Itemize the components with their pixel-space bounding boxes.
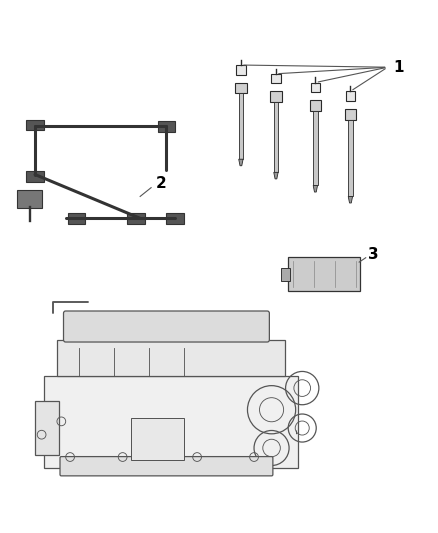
FancyBboxPatch shape: [311, 83, 320, 92]
FancyBboxPatch shape: [57, 340, 285, 376]
FancyBboxPatch shape: [236, 65, 246, 75]
FancyBboxPatch shape: [60, 457, 273, 476]
FancyBboxPatch shape: [44, 376, 298, 468]
FancyBboxPatch shape: [131, 418, 184, 459]
FancyBboxPatch shape: [127, 213, 145, 223]
Text: 3: 3: [368, 247, 378, 262]
Polygon shape: [348, 197, 353, 203]
FancyBboxPatch shape: [17, 190, 42, 208]
FancyBboxPatch shape: [270, 91, 282, 102]
FancyBboxPatch shape: [158, 121, 175, 132]
Text: 2: 2: [155, 176, 166, 191]
Bar: [348, 120, 353, 197]
FancyBboxPatch shape: [346, 91, 355, 101]
FancyBboxPatch shape: [271, 74, 281, 84]
FancyBboxPatch shape: [345, 109, 356, 120]
FancyBboxPatch shape: [64, 311, 269, 342]
FancyBboxPatch shape: [35, 401, 59, 455]
Polygon shape: [274, 172, 278, 179]
FancyBboxPatch shape: [26, 172, 44, 182]
FancyBboxPatch shape: [281, 268, 290, 281]
Text: 1: 1: [393, 60, 403, 75]
FancyBboxPatch shape: [235, 83, 247, 93]
Polygon shape: [313, 185, 318, 192]
FancyBboxPatch shape: [166, 213, 184, 223]
Bar: [239, 93, 243, 159]
Bar: [274, 102, 278, 172]
FancyBboxPatch shape: [310, 100, 321, 111]
FancyBboxPatch shape: [68, 213, 85, 223]
FancyBboxPatch shape: [26, 120, 44, 130]
FancyBboxPatch shape: [288, 257, 360, 292]
Bar: [313, 111, 318, 185]
Polygon shape: [239, 159, 243, 166]
